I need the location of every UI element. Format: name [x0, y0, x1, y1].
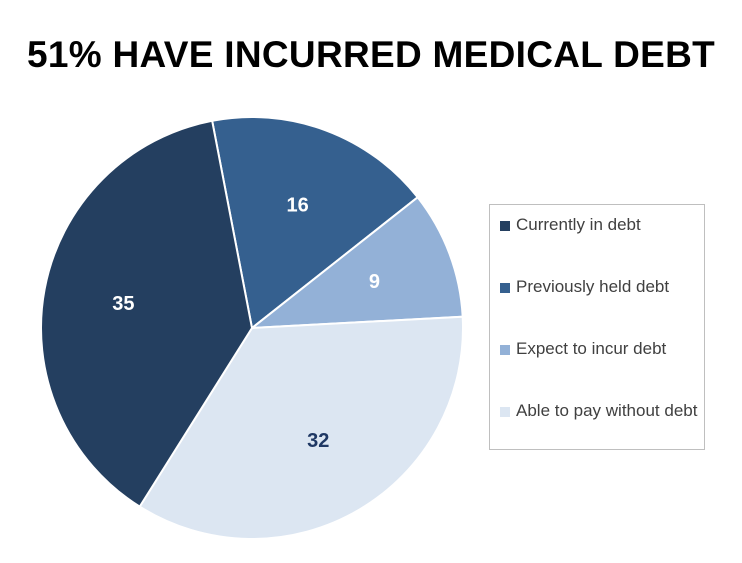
slice-label-expect-to-incur-debt: 9	[369, 271, 380, 293]
pie-slice-expect-to-incur-debt	[248, 195, 464, 330]
legend-label: Previously held debt	[516, 277, 670, 296]
legend-swatch	[500, 221, 510, 231]
legend-swatch	[500, 283, 510, 293]
pie-slice-previously-held-debt	[210, 116, 420, 330]
legend-item-currently-in-debt: Currently in debt	[500, 213, 700, 237]
slice-label-currently-in-debt: 35	[112, 293, 134, 315]
chart-title: 51% HAVE INCURRED MEDICAL DEBT	[26, 34, 716, 75]
pie-slice-currently-in-debt	[40, 119, 254, 509]
slice-label-able-to-pay-without-debt: 32	[307, 430, 329, 452]
legend-item-previously-held-debt: Previously held debt	[500, 275, 700, 299]
legend-label: Expect to incur debt	[516, 339, 667, 358]
legend-label: Able to pay without debt	[516, 401, 698, 420]
legend-item-able-to-pay-without-debt: Able to pay without debt	[500, 399, 700, 423]
pie-slice-able-to-pay-without-debt	[138, 315, 464, 541]
slice-label-previously-held-debt: 16	[287, 194, 309, 216]
legend-item-expect-to-incur-debt: Expect to incur debt	[500, 337, 700, 361]
legend-swatch	[500, 407, 510, 417]
chart-legend: Currently in debt Previously held debt E…	[489, 204, 705, 450]
legend-swatch	[500, 345, 510, 355]
legend-label: Currently in debt	[516, 215, 641, 234]
